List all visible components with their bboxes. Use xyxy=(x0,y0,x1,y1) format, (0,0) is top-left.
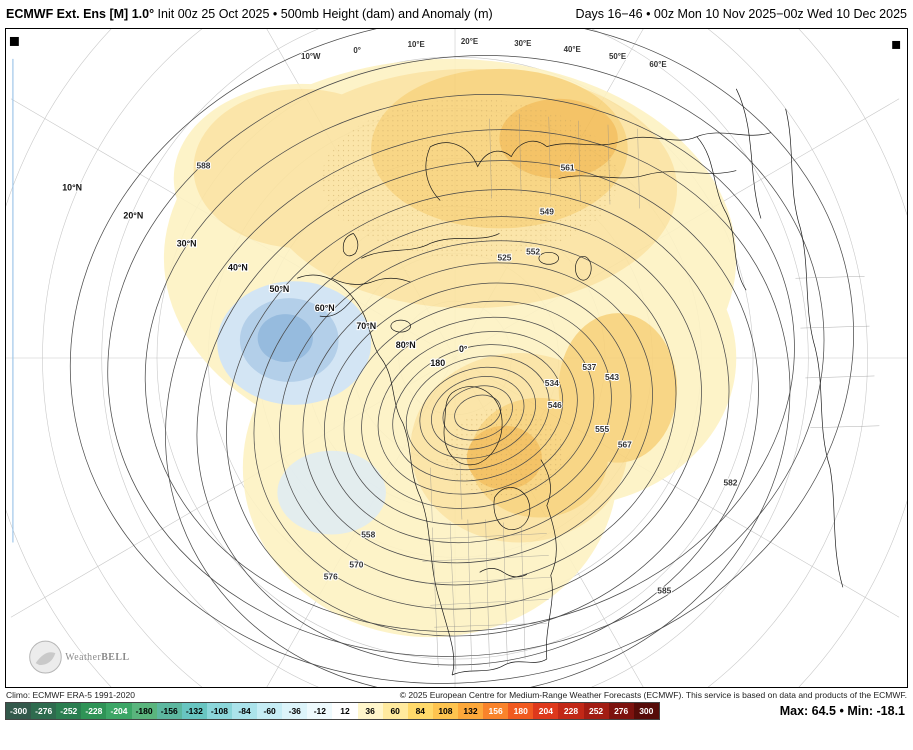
colorbar-cell: -12 xyxy=(307,703,333,719)
colorbar-cell: 36 xyxy=(357,703,383,719)
weatherbell-logo: WeatherBELL xyxy=(29,640,129,674)
max-min-stats: Max: 64.5 • Min: -18.1 xyxy=(780,704,907,718)
logo-text-bell: BELL xyxy=(101,652,129,663)
contour-label: 558 xyxy=(361,529,375,539)
colorbar-row: -300 -276 -252 -228 -204 -180 -156 -132 -108 -84-… xyxy=(0,701,913,720)
colorbar-cell: 180 xyxy=(508,703,534,719)
colorbar-cell: 204 xyxy=(533,703,559,719)
max-stat: Max: 64.5 xyxy=(779,704,836,718)
colorbar-cell: -300 xyxy=(6,703,32,719)
coastlines xyxy=(296,88,844,676)
contour-label: 567 xyxy=(618,440,632,450)
contour-label: 582 xyxy=(723,478,737,488)
colorbar-cell: 252 xyxy=(583,703,609,719)
latitude-label: 30°N xyxy=(177,238,197,248)
latitude-label: 80°N xyxy=(396,340,416,350)
colorbar-cell: -108 xyxy=(206,703,232,719)
contour-label: 546 xyxy=(548,400,562,410)
stats-separator: • xyxy=(839,704,844,718)
colorbar-cell: -60 xyxy=(257,703,283,719)
contour-label: 585 xyxy=(657,585,671,595)
colorbar-cell: 300 xyxy=(633,703,659,719)
logo-swirl-icon xyxy=(35,652,56,666)
colorbar-cell: 108 xyxy=(432,703,458,719)
latitude-label: 70°N xyxy=(356,321,376,331)
registration-mark xyxy=(9,36,19,46)
map-area: 588 561 549 552 525 537 543 534 546 555 … xyxy=(5,28,908,688)
colorbar-cell: 84 xyxy=(407,703,433,719)
colorbar-cell: -84 xyxy=(231,703,258,719)
contour-labels: 588 561 549 552 525 537 543 534 546 555 … xyxy=(195,160,738,597)
model-name: ECMWF Ext. Ens [M] 1.0° xyxy=(6,7,155,21)
contour-label: 543 xyxy=(605,372,619,382)
longitude-label: 20°E xyxy=(461,37,478,46)
colorbar-cell: -156 xyxy=(156,703,182,719)
title-bar: ECMWF Ext. Ens [M] 1.0° Init 00z 25 Oct … xyxy=(0,0,913,28)
contour-label: 561 xyxy=(561,163,575,173)
longitude-labels: 10°W 0° 10°E 20°E 30°E 40°E 50°E 60°E xyxy=(300,36,668,70)
colorbar-cell: -228 xyxy=(81,703,107,719)
latitude-label: 10°N xyxy=(62,182,82,192)
contour-label: 570 xyxy=(349,559,363,569)
colorbar-cell: 276 xyxy=(608,703,634,719)
attribution-bar: Climo: ECMWF ERA-5 1991-2020 © 2025 Euro… xyxy=(0,688,913,701)
registration-mark xyxy=(892,40,901,49)
pole-label-0: 0° xyxy=(459,344,468,354)
longitude-label: 10°W xyxy=(301,52,321,61)
min-stat: Min: -18.1 xyxy=(847,704,905,718)
contour-label: 525 xyxy=(497,252,511,262)
logo-text-weather: Weather xyxy=(65,652,101,663)
contour-label: 534 xyxy=(545,378,559,388)
latitude-label: 60°N xyxy=(315,303,335,313)
contour-label: 552 xyxy=(526,246,540,256)
contour-label: 537 xyxy=(582,362,596,372)
colorbar-cell: -36 xyxy=(282,703,308,719)
title-left: ECMWF Ext. Ens [M] 1.0° Init 00z 25 Oct … xyxy=(6,7,493,21)
colorbar-cell: 12 xyxy=(332,703,358,719)
latitude-label: 20°N xyxy=(123,210,143,220)
colorbar-cell: 228 xyxy=(558,703,584,719)
contour-label: 549 xyxy=(540,206,554,216)
contour-label: 555 xyxy=(595,424,609,434)
contour-label: 588 xyxy=(196,161,210,171)
contour-rings xyxy=(165,129,791,687)
colorbar-cell: -132 xyxy=(181,703,207,719)
copyright-note: © 2025 European Centre for Medium-Range … xyxy=(399,690,907,700)
longitude-label: 60°E xyxy=(649,60,666,69)
admin-borders xyxy=(420,113,880,673)
title-parameters: Init 00z 25 Oct 2025 • 500mb Height (dam… xyxy=(154,7,493,21)
longitude-label: 0° xyxy=(353,46,361,55)
longitude-label: 10°E xyxy=(408,40,425,49)
longitude-label: 40°E xyxy=(564,45,581,54)
colorbar-cell: 60 xyxy=(382,703,408,719)
title-valid-period: Days 16−46 • 00z Mon 10 Nov 2025−00z Wed… xyxy=(575,7,907,21)
colorbar-cell: -276 xyxy=(31,703,57,719)
contour-label: 576 xyxy=(324,571,338,581)
longitude-label: 50°E xyxy=(609,52,626,61)
latitude-labels: 10°N 20°N 30°N 40°N 50°N 60°N 70°N 80°N … xyxy=(61,181,469,369)
latitude-label: 50°N xyxy=(269,284,289,294)
colorbar: -300 -276 -252 -228 -204 -180 -156 -132 -108 -84-… xyxy=(5,702,660,720)
colorbar-cell: 132 xyxy=(457,703,484,719)
colorbar-cell: -252 xyxy=(56,703,82,719)
colorbar-cell: -204 xyxy=(106,703,132,719)
weather-map-svg: 588 561 549 552 525 537 543 534 546 555 … xyxy=(6,29,907,687)
svg-text:WeatherBELL: WeatherBELL xyxy=(65,652,129,663)
climo-note: Climo: ECMWF ERA-5 1991-2020 xyxy=(6,690,135,700)
colorbar-cell: 156 xyxy=(483,703,509,719)
negative-anomaly-shading xyxy=(217,281,386,535)
pole-label-180: 180 xyxy=(430,358,445,368)
latitude-label: 40°N xyxy=(228,262,248,272)
colorbar-cell: -180 xyxy=(131,703,157,719)
longitude-label: 30°E xyxy=(514,39,531,48)
